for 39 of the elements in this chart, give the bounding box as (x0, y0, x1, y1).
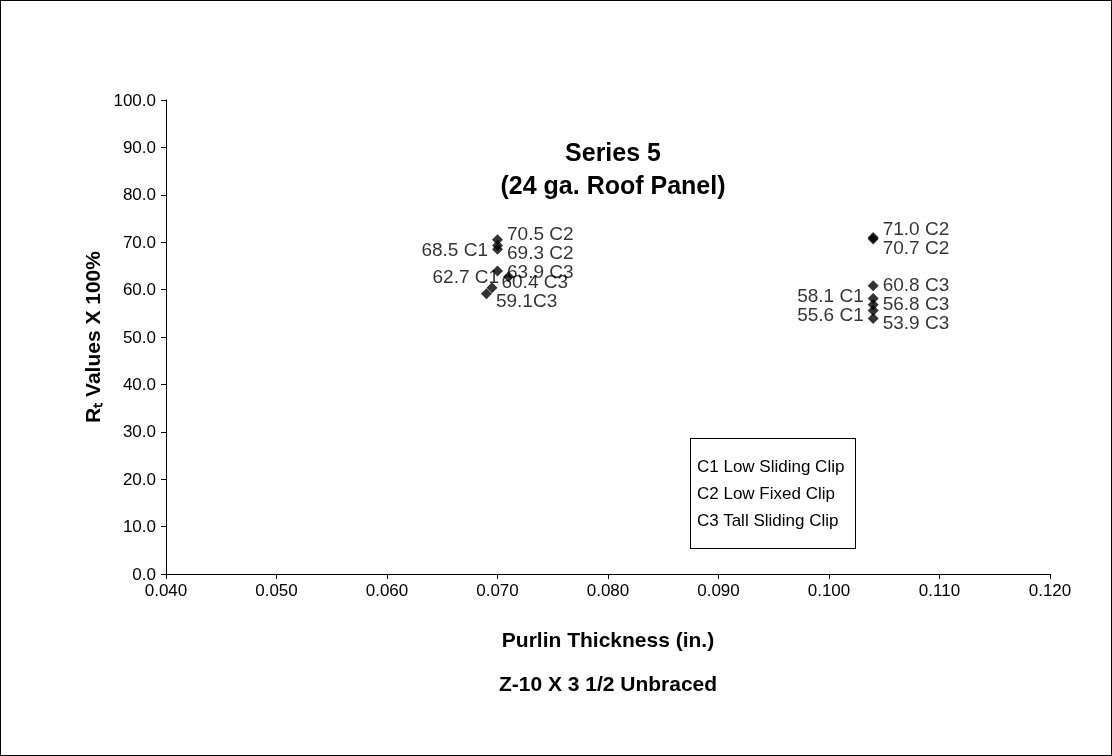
x-tick-label: 0.070 (476, 581, 519, 600)
y-tick-label: 40.0 (122, 374, 156, 394)
y-tick-label: 80.0 (122, 185, 156, 205)
data-label: 58.1 C1 (797, 284, 864, 306)
x-tick-label: 0.120 (1028, 581, 1072, 600)
y-tick-label: 0.0 (132, 564, 156, 584)
data-label: 59.1C3 (495, 289, 558, 311)
x-tick-label: 0.040 (144, 581, 188, 600)
y-tick-label: 10.0 (122, 517, 156, 537)
annotation: C1 Low Sliding Clip (697, 456, 846, 478)
y-tick-label: 20.0 (122, 469, 156, 489)
y-axis-title: Rₜ Values X 100% (80, 250, 104, 423)
y-tick-label: 70.0 (122, 232, 156, 252)
data-label: 62.7 C1 (432, 266, 500, 288)
text: Series 5 (565, 137, 662, 166)
x-tick-label: 0.060 (365, 581, 409, 600)
x-tick-label: 0.110 (918, 581, 961, 600)
data-label: 55.6 C1 (797, 303, 864, 325)
data-label: 56.8 C3 (882, 292, 950, 314)
x-tick-label: 0.100 (807, 581, 851, 600)
x-tick-label: 0.080 (586, 581, 630, 600)
annotation: C2 Low Fixed Clip (697, 483, 836, 505)
y-tick-label: 50.0 (122, 327, 156, 347)
data-label: 53.9 C3 (882, 311, 950, 333)
y-tick-label: 100.0 (113, 90, 156, 110)
x-tick-label: 0.090 (697, 581, 740, 600)
data-label: 60.8 C3 (882, 273, 950, 295)
data-label: 68.5 C1 (421, 238, 488, 260)
y-tick-label: 60.0 (122, 280, 156, 300)
annotation: C3 Tall Sliding Clip (697, 510, 840, 532)
data-label: 70.5 C2 (507, 222, 574, 244)
data-label: 69.3 C2 (507, 241, 574, 263)
data-label: 70.7 C2 (882, 237, 950, 259)
y-tick-label: 90.0 (122, 137, 156, 157)
text: (24 ga. Roof Panel) (500, 170, 726, 199)
x-axis-title: Purlin Thickness (in.) Z-10 X 3 1/2 Unbraced (498, 627, 718, 695)
y-tick-label: 30.0 (122, 422, 156, 442)
data-label: 71.0 C2 (882, 218, 950, 240)
x-tick-label: 0.050 (255, 581, 298, 600)
